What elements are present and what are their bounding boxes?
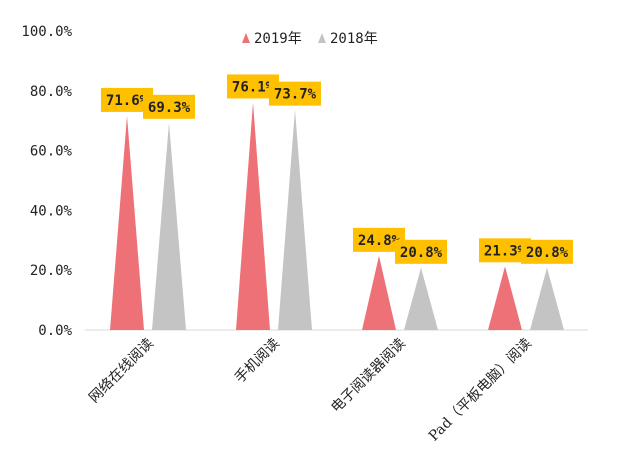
- triangle-mark: [152, 122, 186, 330]
- data-label-box: [395, 239, 447, 264]
- data-label-text: 76.1%: [232, 79, 275, 95]
- data-label: 20.8%: [395, 239, 447, 264]
- y-tick-label: 100.0%: [21, 24, 72, 40]
- category-label: 电子阅读器阅读: [328, 335, 409, 416]
- data-label: 69.3%: [143, 94, 195, 119]
- category-label: 手机阅读: [231, 335, 283, 387]
- triangle-mark: [530, 267, 564, 330]
- data-label-text: 21.3%: [484, 243, 527, 259]
- legend-label: 2018年: [330, 31, 378, 47]
- y-tick-label: 0.0%: [38, 323, 72, 339]
- y-tick-label: 60.0%: [30, 144, 73, 160]
- data-label-text: 73.7%: [274, 87, 317, 103]
- y-tick-label: 40.0%: [30, 203, 73, 219]
- data-label-text: 71.6%: [106, 93, 149, 109]
- data-label-text: 69.3%: [148, 100, 191, 116]
- triangle-mark: [488, 266, 522, 330]
- legend-marker: [242, 33, 250, 43]
- data-label: 21.3%: [479, 238, 531, 263]
- data-label-box: [143, 94, 195, 119]
- data-labels: 71.6% 76.1% 24.8% 21.3% 69.3% 73.7% 20.8% 20.8%: [101, 74, 573, 264]
- data-label-text: 20.8%: [400, 245, 443, 261]
- y-axis: 0.0% 20.0% 40.0% 60.0% 80.0% 100.0%: [21, 24, 72, 339]
- triangle-mark: [110, 115, 144, 330]
- legend-label: 2019年: [254, 31, 302, 47]
- legend: 2019年 2018年: [242, 31, 378, 47]
- triangle-mark: [278, 109, 312, 331]
- category-label: 网络在线阅读: [85, 335, 156, 406]
- y-tick-label: 20.0%: [30, 263, 73, 279]
- legend-item: 2018年: [318, 31, 378, 47]
- category-labels: 网络在线阅读 手机阅读 电子阅读器阅读 Pad（平板电脑）阅读: [85, 335, 534, 445]
- y-tick-label: 80.0%: [30, 84, 73, 100]
- triangle-mark: [362, 255, 396, 330]
- data-label: 73.7%: [269, 81, 321, 106]
- data-label: 20.8%: [521, 239, 573, 264]
- triangle-mark: [404, 267, 438, 330]
- chart-marks: [110, 102, 564, 331]
- legend-marker: [318, 33, 326, 43]
- data-label-text: 20.8%: [526, 245, 569, 261]
- data-label-box: [269, 81, 321, 106]
- category-label: Pad（平板电脑）阅读: [425, 335, 535, 445]
- data-label-box: [479, 238, 531, 263]
- data-label-box: [521, 239, 573, 264]
- triangle-mark: [236, 102, 270, 330]
- data-label-text: 24.8%: [358, 233, 401, 249]
- legend-item: 2019年: [242, 31, 302, 47]
